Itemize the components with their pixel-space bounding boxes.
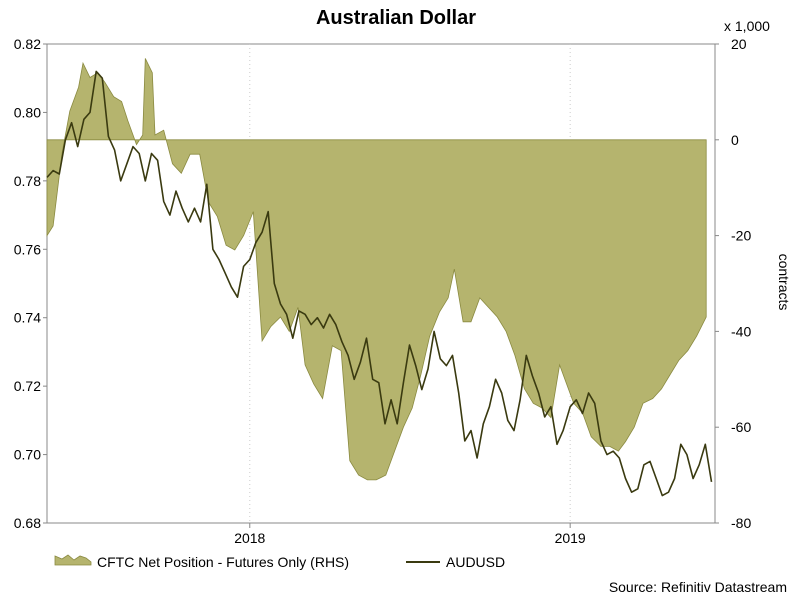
cftc-net-position-area [46, 58, 707, 481]
x-tick-label: 2018 [234, 530, 265, 546]
legend-label-cftc: CFTC Net Position - Futures Only (RHS) [97, 554, 349, 570]
plot-border [46, 43, 716, 524]
source-note: Source: Refinitiv Datastream [609, 579, 787, 595]
right-axis-ticks: 20 0 -20 -40 -60 -80 [715, 36, 751, 531]
left-tick-label: 0.72 [14, 378, 41, 394]
left-tick-label: 0.76 [14, 241, 41, 257]
right-tick-label: -60 [731, 419, 751, 435]
right-axis-label: contracts [776, 254, 792, 311]
left-tick-label: 0.80 [14, 104, 41, 120]
right-tick-label: -20 [731, 228, 751, 244]
left-tick-label: 0.74 [14, 310, 41, 326]
legend: CFTC Net Position - Futures Only (RHS) A… [54, 554, 505, 570]
legend-label-audusd: AUDUSD [446, 554, 505, 570]
area-series [46, 58, 707, 481]
left-tick-label: 0.70 [14, 447, 41, 463]
left-tick-label: 0.82 [14, 36, 41, 52]
left-axis-ticks: 0.82 0.80 0.78 0.76 0.74 0.72 0.70 0.68 [14, 36, 47, 531]
right-tick-label: 20 [731, 36, 747, 52]
x-axis-ticks: 2018 2019 [234, 523, 586, 546]
legend-swatch-cftc [54, 554, 92, 566]
line-series [46, 70, 713, 497]
right-axis-unit-label: x 1,000 [724, 18, 770, 34]
left-tick-label: 0.78 [14, 173, 41, 189]
x-tick-label: 2019 [555, 530, 586, 546]
audusd-line [46, 70, 713, 497]
chart-title: Australian Dollar [316, 7, 476, 29]
right-tick-label: -80 [731, 515, 751, 531]
right-tick-label: -40 [731, 323, 751, 339]
right-tick-label: 0 [731, 132, 739, 148]
left-tick-label: 0.68 [14, 515, 41, 531]
